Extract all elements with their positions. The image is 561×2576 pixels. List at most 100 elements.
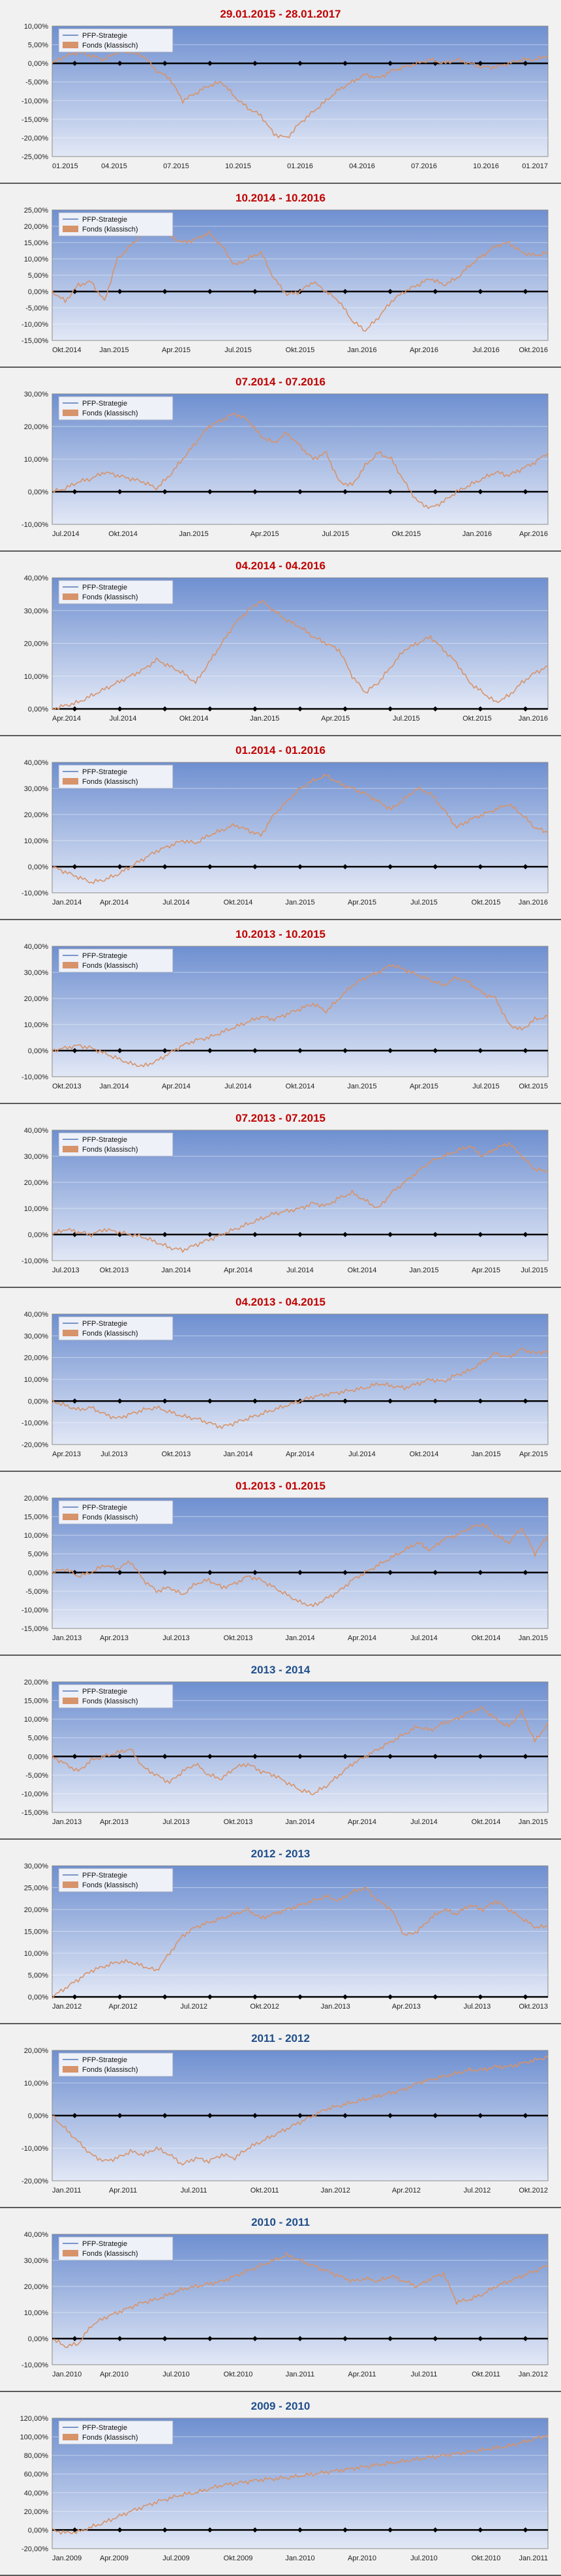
strategy-marker xyxy=(297,706,303,711)
strategy-marker xyxy=(252,2113,258,2118)
fund-line xyxy=(52,2434,549,2535)
x-tick-label: Jan.2014 xyxy=(52,899,82,906)
strategy-marker xyxy=(252,2336,258,2341)
x-tick-label: Jul.2015 xyxy=(410,899,438,906)
legend-fund-label: Fonds (klassisch) xyxy=(82,1330,138,1338)
strategy-marker xyxy=(72,2336,78,2341)
y-tick-label: -10,00% xyxy=(22,97,48,105)
x-tick-label: Jan.2016 xyxy=(462,530,492,538)
x-tick-label: Jan.2016 xyxy=(347,346,376,354)
strategy-marker xyxy=(432,706,438,711)
strategy-marker xyxy=(207,1570,213,1576)
chart-svg: 2011 - 2012 20,00% 10,00% 0,00% -10,00% -20,0… xyxy=(22,2032,549,2194)
y-tick-label: 25,00% xyxy=(24,207,49,215)
chart-panel: 07.2014 - 07.2016 30,00% 20,00% 10,00% 0,00%… xyxy=(0,368,561,552)
chart-panel: 04.2014 - 04.2016 40,00% 30,00% 20,00% 10,00… xyxy=(0,552,561,736)
legend-fund-swatch xyxy=(63,2434,78,2440)
x-tick-label: Okt.2013 xyxy=(224,1818,253,1826)
x-tick-label: Jul.2015 xyxy=(322,530,349,538)
legend-fund-swatch xyxy=(63,1330,78,1336)
x-tick-label: Okt.2012 xyxy=(519,2187,548,2194)
strategy-marker xyxy=(162,2336,168,2341)
x-tick-label: Okt.2015 xyxy=(462,715,492,723)
x-tick-label: Okt.2014 xyxy=(286,1083,315,1090)
y-tick-label: 100,00% xyxy=(20,2434,49,2442)
y-tick-label: 20,00% xyxy=(24,423,49,431)
y-tick-label: -10,00% xyxy=(22,2145,48,2153)
strategy-marker xyxy=(162,2113,168,2118)
strategy-marker xyxy=(342,289,348,294)
y-tick-label: -10,00% xyxy=(22,321,48,329)
y-tick-label: 0,00% xyxy=(28,2526,48,2534)
strategy-marker xyxy=(252,61,258,67)
legend-strategy-label: PFP-Strategie xyxy=(82,216,127,224)
legend: PFP-Strategie Fonds (klassisch) xyxy=(58,2420,174,2445)
y-tick-label: -15,00% xyxy=(22,116,48,124)
x-tick-label: Apr.2015 xyxy=(250,530,279,538)
y-tick-label: 30,00% xyxy=(24,1153,49,1161)
strategy-marker xyxy=(478,864,483,869)
chart-svg: 29.01.2015 - 28.01.2017 10,00% 5,00% 0,00% -… xyxy=(22,8,549,170)
x-tick-label: Okt.2009 xyxy=(224,2554,253,2562)
y-tick-label: 40,00% xyxy=(24,2231,49,2239)
x-tick-label: Jan.2011 xyxy=(519,2554,548,2562)
strategy-marker xyxy=(72,61,78,67)
y-tick-label: 10,00% xyxy=(24,1205,49,1213)
x-tick-label: Jul.2011 xyxy=(411,2371,438,2378)
strategy-marker xyxy=(252,2527,258,2533)
legend-strategy-label: PFP-Strategie xyxy=(82,584,127,592)
x-tick-label: Jul.2016 xyxy=(472,346,500,354)
strategy-marker xyxy=(162,1754,168,1760)
chart-panel: 10.2013 - 10.2015 40,00% 30,00% 20,00% 10,00… xyxy=(0,920,561,1104)
chart-title: 01.2013 - 01.2015 xyxy=(235,1480,326,1492)
x-tick-label: Jul.2011 xyxy=(181,2187,207,2194)
chart-svg: 01.2013 - 01.2015 20,00% 15,00% 10,00% 5,00%… xyxy=(22,1480,549,1642)
x-tick-label: Jul.2013 xyxy=(162,1818,190,1826)
y-tick-label: 0,00% xyxy=(28,2112,48,2120)
strategy-marker xyxy=(297,864,303,869)
x-tick-label: Jan.2015 xyxy=(347,1083,376,1090)
x-tick-label: Jul.2010 xyxy=(410,2554,438,2562)
x-tick-label: Apr.2014 xyxy=(348,1818,376,1826)
strategy-marker xyxy=(117,1754,123,1760)
x-tick-label: Jul.2012 xyxy=(180,2003,207,2011)
y-tick-label: 10,00% xyxy=(24,23,49,31)
strategy-marker xyxy=(387,1398,393,1404)
strategy-marker xyxy=(478,2113,483,2118)
chart-panel: 01.2014 - 01.2016 40,00% 30,00% 20,00% 10,00… xyxy=(0,736,561,920)
strategy-marker xyxy=(162,2527,168,2533)
x-tick-label: 01.2016 xyxy=(287,162,313,170)
x-tick-label: Okt.2013 xyxy=(100,1266,129,1274)
y-tick-label: 20,00% xyxy=(24,2283,49,2291)
y-tick-label: 5,00% xyxy=(28,42,48,50)
strategy-marker xyxy=(432,1398,438,1404)
y-tick-label: -20,00% xyxy=(22,2545,48,2553)
chart-title: 04.2013 - 04.2015 xyxy=(235,1296,326,1308)
strategy-marker xyxy=(432,2113,438,2118)
x-tick-label: Okt.2012 xyxy=(250,2003,279,2011)
y-tick-label: 0,00% xyxy=(28,706,48,713)
chart-panel: 2011 - 2012 20,00% 10,00% 0,00% -10,00% -20,0… xyxy=(0,2024,561,2208)
x-tick-label: Jan.2015 xyxy=(179,530,209,538)
legend: PFP-Strategie Fonds (klassisch) xyxy=(58,1132,174,1157)
y-tick-label: -10,00% xyxy=(22,2361,48,2369)
strategy-marker xyxy=(523,1398,528,1404)
chart-title: 2012 - 2013 xyxy=(251,1848,311,1860)
chart-svg: 2012 - 2013 30,00% 25,00% 20,00% 15,00% 10,00… xyxy=(24,1848,549,2011)
chart-svg: 2009 - 2010 120,00% 100,00% 80,00% 60,00% 40,… xyxy=(20,2400,549,2562)
x-tick-label: Jul.2009 xyxy=(162,2554,190,2562)
legend-fund-label: Fonds (klassisch) xyxy=(82,962,138,970)
y-tick-label: 0,00% xyxy=(28,60,48,68)
strategy-marker xyxy=(297,1754,303,1760)
legend-fund-swatch xyxy=(63,962,78,968)
y-tick-label: 20,00% xyxy=(24,2047,49,2055)
fund-line xyxy=(52,773,549,884)
x-tick-label: Okt.2011 xyxy=(250,2187,279,2194)
x-tick-label: Jul.2014 xyxy=(410,1818,438,1826)
x-tick-label: Apr.2014 xyxy=(162,1083,190,1090)
y-tick-label: 30,00% xyxy=(24,969,49,977)
strategy-marker xyxy=(523,1754,528,1760)
strategy-marker xyxy=(387,2336,393,2341)
x-tick-label: Apr.2009 xyxy=(100,2554,129,2562)
y-tick-label: -25,00% xyxy=(22,153,48,161)
